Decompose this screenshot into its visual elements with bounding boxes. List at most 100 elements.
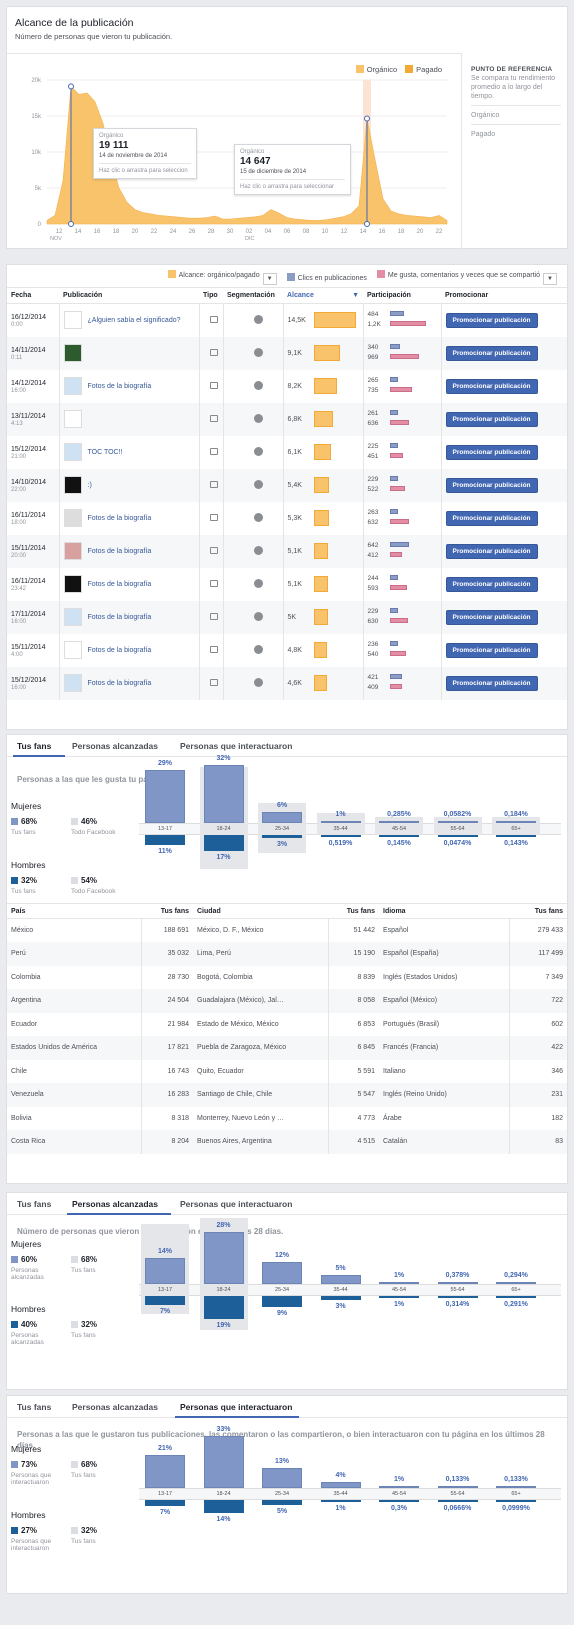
col-engagement[interactable]: Participación <box>363 287 441 304</box>
post-row[interactable]: 13/11/2014 4:13 6,8K 261 636 Promocionar publ… <box>7 402 567 436</box>
post-content-cell[interactable] <box>59 402 200 436</box>
women-bar[interactable] <box>496 1282 536 1284</box>
promote-post-button[interactable]: Promocionar publicación <box>445 444 538 460</box>
women-bar[interactable] <box>437 821 478 823</box>
post-text[interactable]: Fotos de la biografía <box>87 646 152 654</box>
post-row[interactable]: 14/11/2014 0:11 9,1K 340 969 Promocionar publ… <box>7 336 567 370</box>
tab-reached[interactable]: Personas alcanzadas <box>72 1199 158 1209</box>
women-bar[interactable] <box>262 1261 302 1284</box>
women-bar[interactable] <box>437 1486 478 1488</box>
country-header[interactable]: País <box>7 903 142 919</box>
women-bar[interactable] <box>379 1486 419 1488</box>
men-bar[interactable] <box>437 835 478 837</box>
post-thumbnail[interactable] <box>63 542 82 560</box>
post-thumbnail[interactable] <box>63 674 82 692</box>
men-bar[interactable] <box>203 835 244 851</box>
tab-reached[interactable]: Personas alcanzadas <box>72 1402 158 1412</box>
chevron-down-icon[interactable]: ▼ <box>543 273 557 285</box>
tab-engaged[interactable]: Personas que interactuaron <box>180 1402 293 1412</box>
post-thumbnail[interactable] <box>63 641 82 659</box>
post-row[interactable]: 14/12/2014 16:00 Fotos de la biografía 8,2K… <box>7 369 567 403</box>
men-bar[interactable] <box>320 1296 361 1300</box>
men-bar[interactable] <box>379 1296 419 1298</box>
promote-post-button[interactable]: Promocionar publicación <box>445 477 538 493</box>
tab-engaged[interactable]: Personas que interactuaron <box>180 1199 293 1209</box>
promote-post-button[interactable]: Promocionar publicación <box>445 510 538 526</box>
tab-fans[interactable]: Tus fans <box>17 1199 52 1209</box>
col-post[interactable]: Publicación <box>59 287 199 304</box>
men-bar[interactable] <box>437 1500 478 1502</box>
men-bar[interactable] <box>145 835 185 846</box>
men-bar[interactable] <box>437 1296 478 1298</box>
women-bar[interactable] <box>203 1436 244 1488</box>
post-row[interactable]: 15/12/2014 21:00 TOC TOC!! 6,1K 225 451 Promoc… <box>7 435 567 469</box>
promote-post-button[interactable]: Promocionar publicación <box>445 312 538 328</box>
city-fans-header[interactable]: Tus fans <box>328 903 379 919</box>
post-thumbnail[interactable] <box>63 476 82 494</box>
men-bar[interactable] <box>262 1296 302 1307</box>
post-text[interactable]: Fotos de la biografía <box>87 580 152 588</box>
post-text[interactable]: Fotos de la biografía <box>87 679 152 687</box>
women-bar[interactable] <box>262 812 302 823</box>
post-content-cell[interactable]: ¿Alguien sabía el significado? <box>59 303 200 337</box>
tab-fans[interactable]: Tus fans <box>17 1402 52 1412</box>
post-row[interactable]: 16/11/2014 23:42 Fotos de la biografía 5,1K… <box>7 567 567 601</box>
tab-reached[interactable]: Personas alcanzadas <box>72 741 158 751</box>
men-bar[interactable] <box>379 835 419 837</box>
post-thumbnail[interactable] <box>63 377 82 395</box>
col-promote[interactable]: Promocionar <box>441 287 567 304</box>
post-text[interactable]: Fotos de la biografía <box>87 613 152 621</box>
post-thumbnail[interactable] <box>63 344 82 362</box>
legend-paid[interactable]: Pagado <box>405 65 442 74</box>
col-reach[interactable]: Alcance ▼ <box>283 287 363 304</box>
post-text[interactable]: :) <box>87 481 92 489</box>
post-content-cell[interactable]: Fotos de la biografía <box>59 600 200 634</box>
city-header[interactable]: Ciudad <box>193 903 329 919</box>
filter-likes[interactable]: Me gusta, comentarios y veces que se com… <box>376 270 557 285</box>
post-row[interactable]: 15/11/2014 4:00 Fotos de la biografía 4,8K 2… <box>7 633 567 667</box>
women-bar[interactable] <box>379 821 419 823</box>
promote-post-button[interactable]: Promocionar publicación <box>445 642 538 658</box>
post-content-cell[interactable]: Fotos de la biografía <box>59 369 200 403</box>
legend-organic[interactable]: Orgánico <box>355 65 397 74</box>
post-thumbnail[interactable] <box>63 575 82 593</box>
benchmark-organic[interactable]: Orgánico <box>471 105 561 124</box>
col-type[interactable]: Tipo <box>199 287 223 304</box>
promote-post-button[interactable]: Promocionar publicación <box>445 609 538 625</box>
promote-post-button[interactable]: Promocionar publicación <box>445 411 538 427</box>
men-bar[interactable] <box>262 1500 302 1505</box>
men-bar[interactable] <box>145 1296 185 1305</box>
post-row[interactable]: 14/10/2014 22:00:) 5,4K 229 522 Promocionar p… <box>7 468 567 502</box>
post-content-cell[interactable]: Fotos de la biografía <box>59 567 200 601</box>
col-targeting[interactable]: Segmentación <box>223 287 283 304</box>
men-bar[interactable] <box>203 1296 244 1320</box>
women-bar[interactable] <box>320 1274 361 1284</box>
men-bar[interactable] <box>320 835 361 837</box>
men-bar[interactable] <box>496 835 536 837</box>
post-content-cell[interactable]: Fotos de la biografía <box>59 666 200 700</box>
women-bar[interactable] <box>203 765 244 823</box>
women-bar[interactable] <box>145 1454 185 1488</box>
men-bar[interactable] <box>496 1296 536 1298</box>
women-bar[interactable] <box>496 821 536 823</box>
women-bar[interactable] <box>145 1258 185 1284</box>
selection-dot[interactable] <box>68 221 74 227</box>
post-thumbnail[interactable] <box>63 311 82 330</box>
men-bar[interactable] <box>262 835 302 838</box>
post-text[interactable]: Fotos de la biografía <box>87 382 152 390</box>
promote-post-button[interactable]: Promocionar publicación <box>445 345 538 361</box>
col-date[interactable]: Fecha <box>7 287 59 304</box>
post-thumbnail[interactable] <box>63 443 82 461</box>
post-text[interactable]: Fotos de la biografía <box>87 547 152 555</box>
men-bar[interactable] <box>145 1500 185 1507</box>
women-bar[interactable] <box>379 1282 419 1284</box>
women-bar[interactable] <box>496 1486 536 1488</box>
women-bar[interactable] <box>320 1481 361 1488</box>
post-content-cell[interactable]: Fotos de la biografía <box>59 501 200 535</box>
post-thumbnail[interactable] <box>63 608 82 626</box>
women-bar[interactable] <box>437 1282 478 1284</box>
post-thumbnail[interactable] <box>63 410 82 428</box>
language-header[interactable]: Idioma <box>379 903 510 919</box>
post-content-cell[interactable]: :) <box>59 468 200 502</box>
women-bar[interactable] <box>262 1467 302 1488</box>
